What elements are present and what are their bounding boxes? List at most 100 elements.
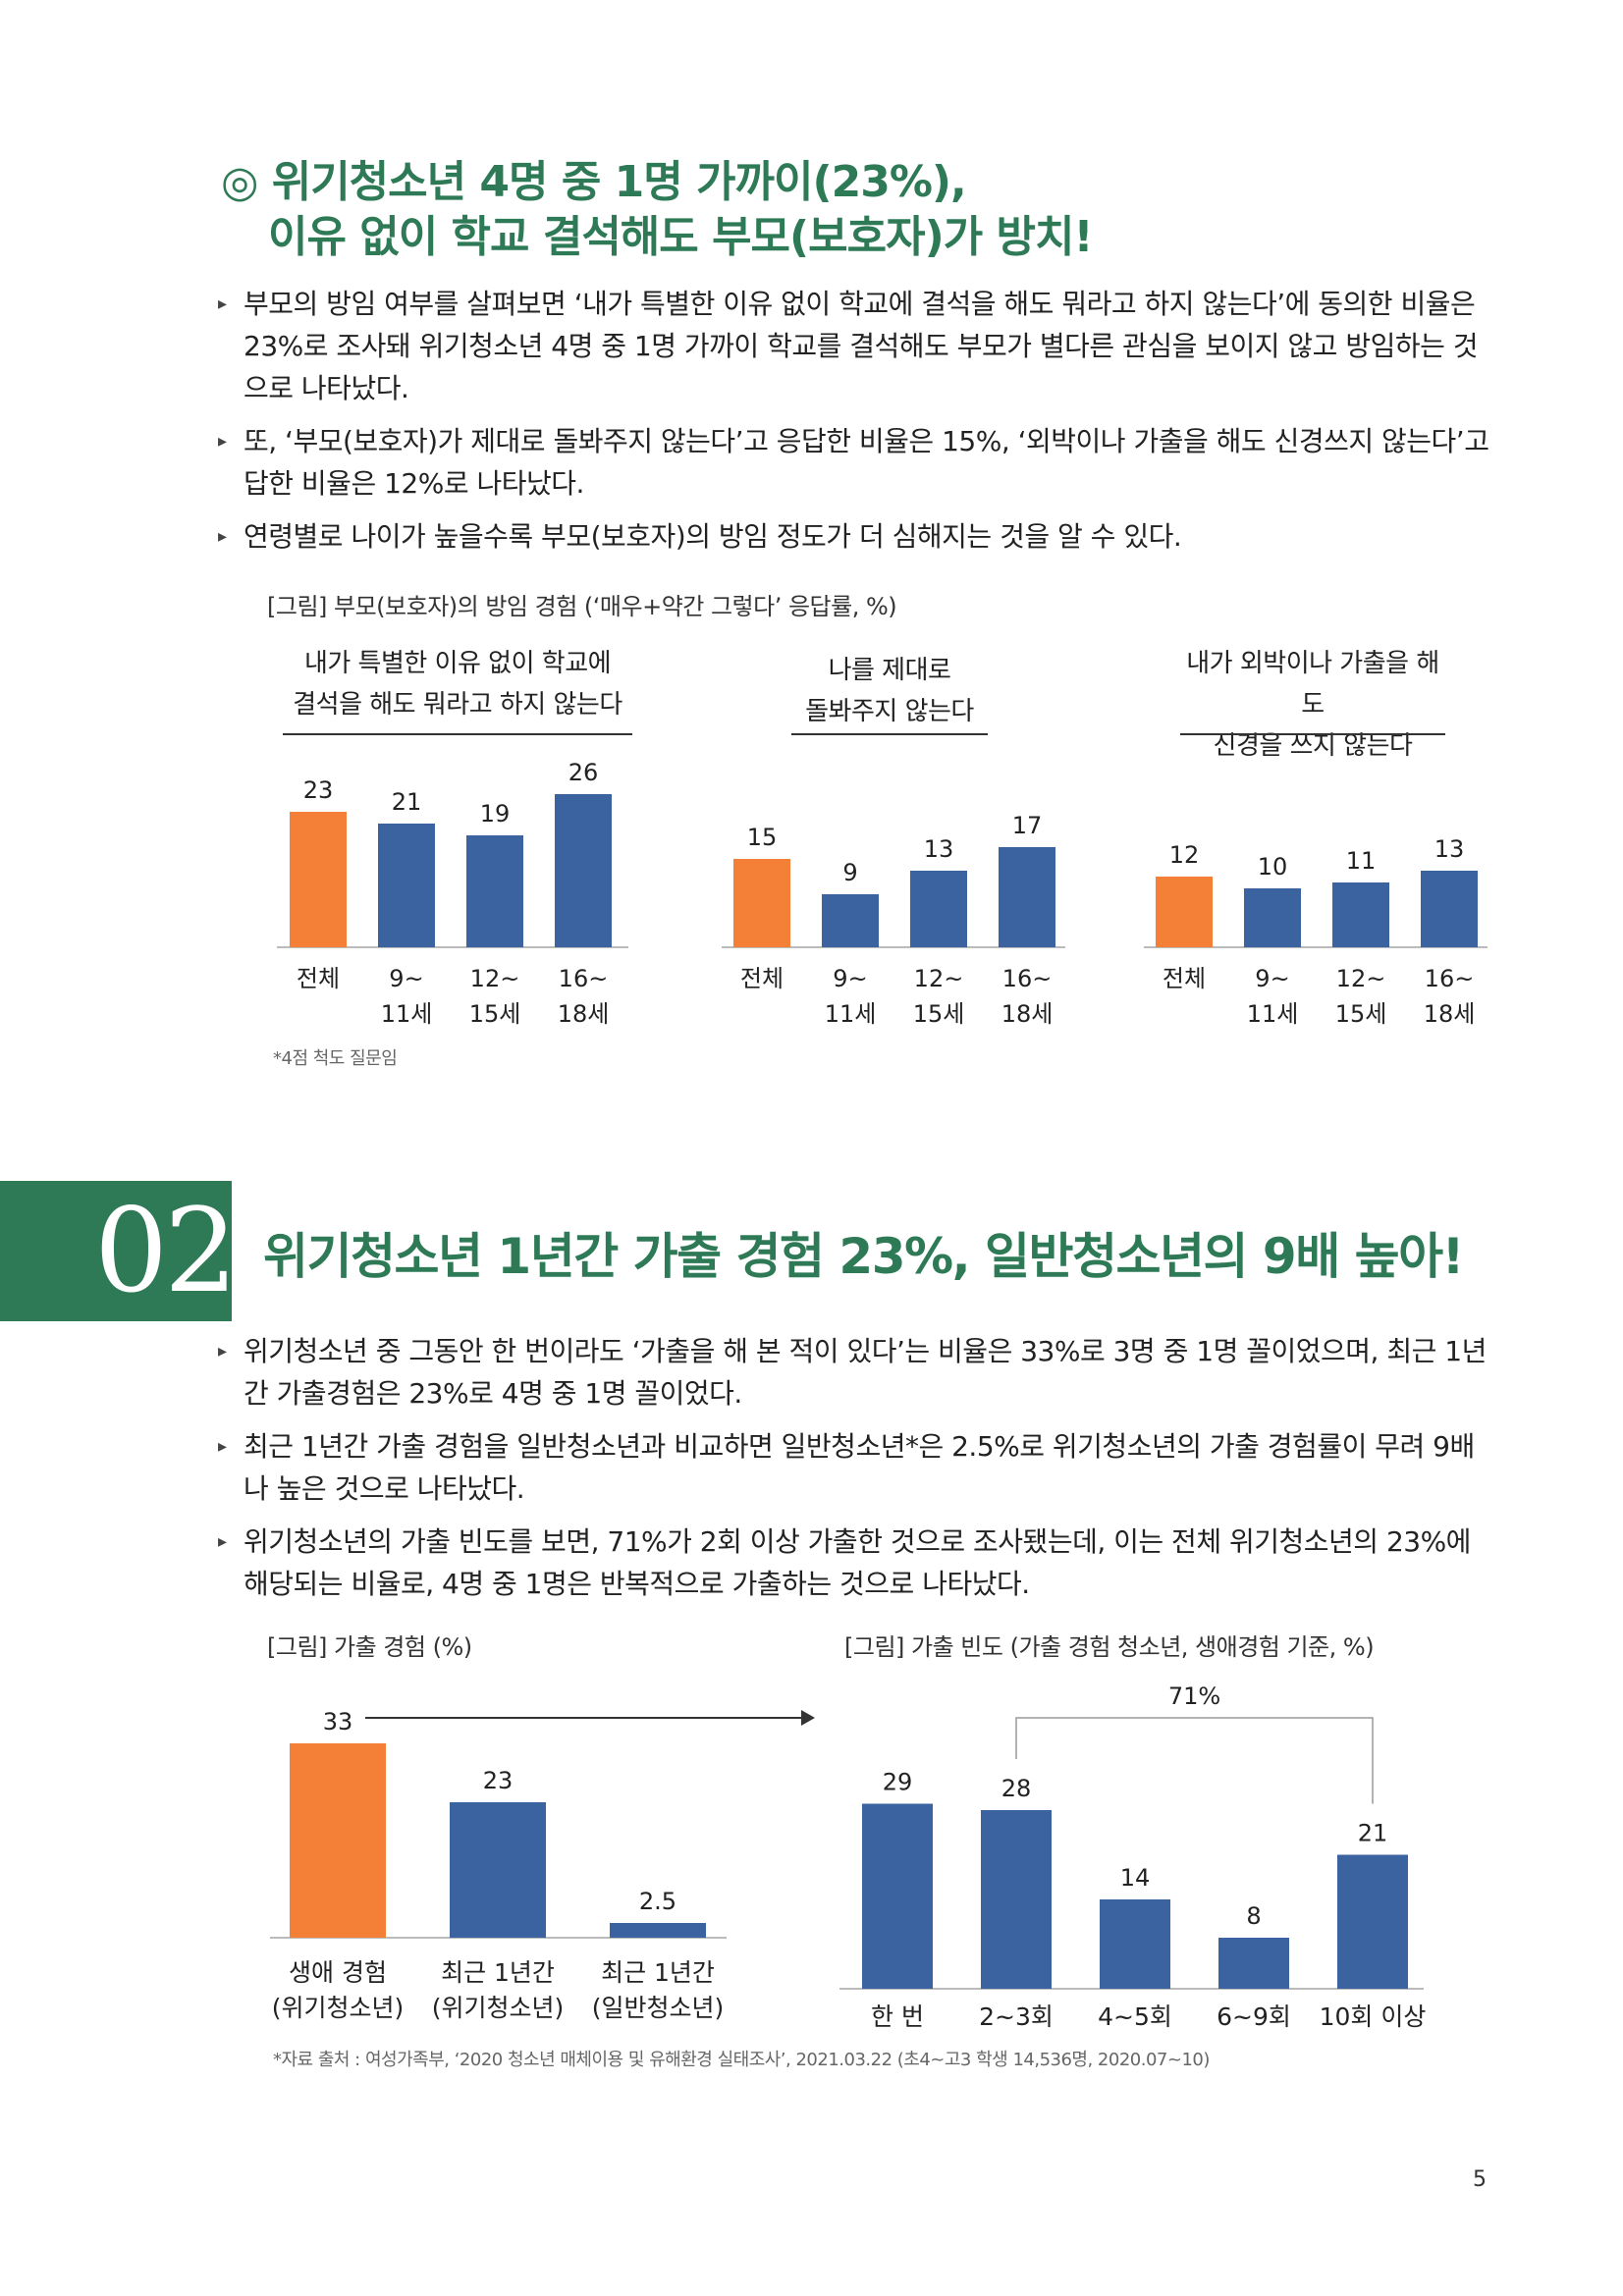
section1-bullet-1: 부모의 방임 여부를 살펴보면 ‘내가 특별한 이유 없이 학교에 결석을 해도… (218, 283, 1490, 409)
category-label: 16~ (559, 965, 609, 992)
category-label: 최근 1년간 (441, 1958, 555, 1987)
section1-heading-line1: ◎ 위기청소년 4명 중 1명 가까이(23%), (221, 157, 967, 207)
bar-value-label: 17 (1012, 812, 1043, 839)
chart1-title: 내가 특별한 이유 없이 학교에 결석을 해도 뭐라고 하지 않는다 (283, 643, 632, 725)
chart3-title-underline (1180, 733, 1445, 735)
bar (733, 859, 790, 947)
source-note: *자료 출처 : 여성가족부, ‘2020 청소년 매체이용 및 유해환경 실태… (273, 2050, 1210, 2070)
bar (466, 835, 523, 947)
section2-heading: 위기청소년 1년간 가출 경험 23%, 일반청소년의 9배 높아! (263, 1228, 1464, 1285)
bar (1218, 1938, 1289, 1989)
category-label: (일반청소년) (592, 1994, 725, 2022)
category-label: 4~5회 (1098, 2002, 1172, 2031)
section2-number-band (0, 1181, 232, 1321)
bar-value-label: 28 (1001, 1775, 1032, 1802)
bar-value-label: 26 (568, 759, 599, 786)
category-label: 전체 (297, 965, 340, 992)
figure1-footnote: *4점 척도 질문임 (273, 1048, 398, 1069)
bar-value-label: 33 (323, 1708, 353, 1735)
section2-bullet-1: 위기청소년 중 그동안 한 번이라도 ‘가출을 해 본 적이 있다’는 비율은 … (218, 1330, 1490, 1415)
chart-runaway-experience: 33 생애 경험 (위기청소년) 23 최근 1년간 (위기청소년) 2.5 최근 1년간 (일… (270, 1708, 815, 2022)
bar (1244, 888, 1301, 947)
comparison-arrow-head (801, 1710, 815, 1726)
figure1-caption: [그림] 부모(보호자)의 방임 경험 (‘매우+약간 그렇다’ 응답률, %) (267, 593, 897, 620)
category-label: 10회 이상 (1320, 2002, 1427, 2031)
category-label: 11세 (1247, 1000, 1299, 1028)
category-label: 11세 (381, 1000, 433, 1028)
bar (1156, 877, 1213, 947)
section1-bullet-list: 부모의 방임 여부를 살펴보면 ‘내가 특별한 이유 없이 학교에 결석을 해도… (218, 283, 1490, 568)
chart-neglect-care: 15 전체 9 9~ 11세 13 12~ 15세 17 16~ 18세 (722, 812, 1065, 1028)
bracket-label: 71% (1168, 1682, 1220, 1710)
bar-value-label: 8 (1246, 1902, 1261, 1930)
bar-value-label: 29 (883, 1769, 913, 1796)
bar-value-label: 21 (392, 788, 422, 816)
bar-value-label: 19 (480, 800, 511, 828)
section2-bullet-2: 최근 1년간 가출 경험을 일반청소년과 비교하면 일반청소년*은 2.5%로 … (218, 1425, 1490, 1510)
chart-runaway-frequency: 29 한 번 28 2~3회 14 4~5회 8 6~9회 21 10회 이상 71% (839, 1682, 1427, 2031)
bar-value-label: 23 (483, 1767, 514, 1794)
bar-value-label: 14 (1120, 1864, 1151, 1892)
bar-value-label: 13 (924, 835, 954, 863)
chart2-title-line1: 나를 제대로 (828, 656, 951, 685)
section2-bullet-list: 위기청소년 중 그동안 한 번이라도 ‘가출을 해 본 적이 있다’는 비율은 … (218, 1330, 1490, 1616)
chart2-title: 나를 제대로 돌봐주지 않는다 (791, 650, 988, 732)
bar-value-label: 9 (842, 859, 857, 886)
bar (555, 794, 612, 947)
section2-number: 02 (94, 1183, 238, 1318)
category-label: 16~ (1002, 965, 1053, 992)
bar (450, 1802, 546, 1938)
bar-value-label: 10 (1258, 853, 1288, 881)
bar (1100, 1899, 1170, 1989)
bar-value-label: 11 (1346, 847, 1377, 875)
category-label: 11세 (825, 1000, 877, 1028)
bar (822, 894, 879, 947)
section1-heading-line2: 이유 없이 학교 결석해도 부모(보호자)가 방치! (268, 212, 1094, 262)
bar (610, 1923, 706, 1938)
figure3-caption: [그림] 가출 빈도 (가출 경험 청소년, 생애경험 기준, %) (844, 1633, 1375, 1661)
bar (1332, 882, 1389, 947)
bar (290, 812, 347, 947)
bar-value-label: 2.5 (639, 1888, 676, 1915)
category-label: 12~ (1336, 965, 1386, 992)
category-label: (위기청소년) (432, 1994, 565, 2022)
chart3-title: 내가 외박이나 가출을 해도 신경을 쓰지 않는다 (1180, 643, 1445, 767)
category-label: 6~9회 (1217, 2002, 1291, 2031)
category-label: 12~ (470, 965, 520, 992)
chart2-title-line2: 돌봐주지 않는다 (805, 697, 974, 726)
category-label: 12~ (914, 965, 964, 992)
chart3-title-line2: 신경을 쓰지 않는다 (1213, 731, 1413, 761)
bar-value-label: 13 (1434, 835, 1465, 863)
category-label: 9~ (389, 965, 423, 992)
bracket-line (1015, 1717, 1374, 1804)
chart-neglect-runaway: 12 전체 10 9~ 11세 11 12~ 15세 13 16~ 18세 (1144, 835, 1488, 1028)
bar-value-label: 23 (303, 776, 334, 804)
category-label: 15세 (913, 1000, 965, 1028)
category-label: 2~3회 (979, 2002, 1054, 2031)
bar-value-label: 21 (1358, 1820, 1388, 1847)
chart1-title-line2: 결석을 해도 뭐라고 하지 않는다 (293, 690, 622, 720)
category-label: 18세 (558, 1000, 610, 1028)
section2-bullet-3: 위기청소년의 가출 빈도를 보면, 71%가 2회 이상 가출한 것으로 조사됐… (218, 1521, 1490, 1605)
bar (981, 1810, 1052, 1989)
section1-bullet-3: 연령별로 나이가 높을수록 부모(보호자)의 방임 정도가 더 심해지는 것을 … (218, 515, 1490, 558)
category-label: 18세 (1001, 1000, 1054, 1028)
category-label: 생애 경험 (289, 1958, 387, 1987)
category-label: 한 번 (871, 2002, 924, 2031)
bar (862, 1803, 933, 1989)
bar (378, 824, 435, 947)
category-label: 전체 (1163, 965, 1206, 992)
chart2-title-underline (791, 733, 988, 735)
bar (1337, 1854, 1408, 1989)
category-label: 9~ (1255, 965, 1289, 992)
section1-bullet-2: 또, ‘부모(보호자)가 제대로 돌봐주지 않는다’고 응답한 비율은 15%,… (218, 420, 1490, 505)
category-label: (위기청소년) (272, 1994, 405, 2022)
chart-neglect-absence: 23 전체 21 9~ 11세 19 12~ 15세 26 16~ 18세 (277, 759, 628, 1028)
chart1-title-underline (283, 733, 632, 735)
category-label: 9~ (833, 965, 867, 992)
bar (910, 871, 967, 947)
bar-value-label: 12 (1169, 841, 1200, 869)
chart1-title-line1: 내가 특별한 이유 없이 학교에 (303, 649, 612, 678)
chart3-title-line1: 내가 외박이나 가출을 해도 (1186, 649, 1439, 720)
category-label: 15세 (1335, 1000, 1387, 1028)
